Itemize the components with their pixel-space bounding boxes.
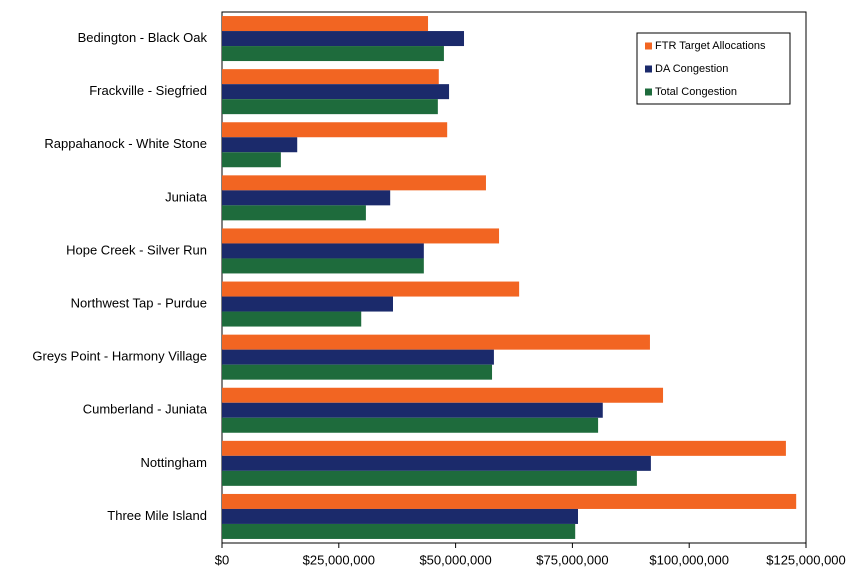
bar: [222, 296, 393, 312]
bar: [222, 440, 786, 456]
bar: [222, 417, 599, 433]
y-tick-label: Three Mile Island: [107, 508, 207, 523]
bar: [222, 137, 298, 153]
bar: [222, 69, 439, 85]
bar: [222, 190, 391, 206]
bar: [222, 523, 576, 539]
y-tick-label: Rappahanock - White Stone: [44, 136, 207, 151]
legend-box: [636, 32, 791, 105]
bar: [222, 402, 603, 418]
legend-swatch: [645, 88, 652, 96]
legend-label: Total Congestion: [655, 86, 737, 98]
bar: [222, 470, 637, 486]
y-tick-label: Bedington - Black Oak: [78, 30, 208, 45]
bar: [222, 16, 429, 32]
x-tick-label: $50,000,000: [419, 552, 491, 567]
bar: [222, 455, 651, 471]
y-tick-label: Greys Point - Harmony Village: [32, 349, 207, 364]
x-tick-label: $100,000,000: [649, 552, 729, 567]
y-tick-label: Frackville - Siegfried: [89, 83, 207, 98]
bar: [222, 349, 494, 365]
x-tick-label: $125,000,000: [766, 552, 846, 567]
bar: [222, 364, 493, 380]
y-tick-label: Hope Creek - Silver Run: [66, 242, 207, 257]
bar: [222, 99, 438, 115]
y-tick-label: Northwest Tap - Purdue: [71, 295, 207, 310]
bar: [222, 243, 424, 259]
bar: [222, 387, 664, 403]
bar: [222, 258, 424, 274]
legend-swatch: [645, 42, 652, 50]
y-tick-label: Juniata: [165, 189, 208, 204]
bar: [222, 46, 444, 62]
bar: [222, 508, 579, 524]
bar: [222, 228, 500, 244]
y-tick-label: Cumberland - Juniata: [83, 402, 208, 417]
plot-frame: [221, 11, 807, 544]
legend-label: FTR Target Allocations: [655, 40, 766, 52]
bar: [222, 175, 486, 191]
bar: [222, 281, 520, 297]
x-tick-label: $75,000,000: [536, 552, 608, 567]
bar: [222, 84, 450, 100]
bar: [222, 31, 465, 47]
bar: [222, 311, 362, 327]
x-tick-label: $0: [215, 552, 229, 567]
bar: [222, 493, 797, 509]
bar: [222, 152, 281, 168]
bar: [222, 334, 650, 350]
legend-swatch: [645, 65, 652, 73]
bar: [222, 205, 366, 221]
x-tick-label: $25,000,000: [303, 552, 375, 567]
legend-label: DA Congestion: [655, 63, 728, 75]
y-tick-label: Nottingham: [141, 455, 207, 470]
bar: [222, 122, 448, 138]
